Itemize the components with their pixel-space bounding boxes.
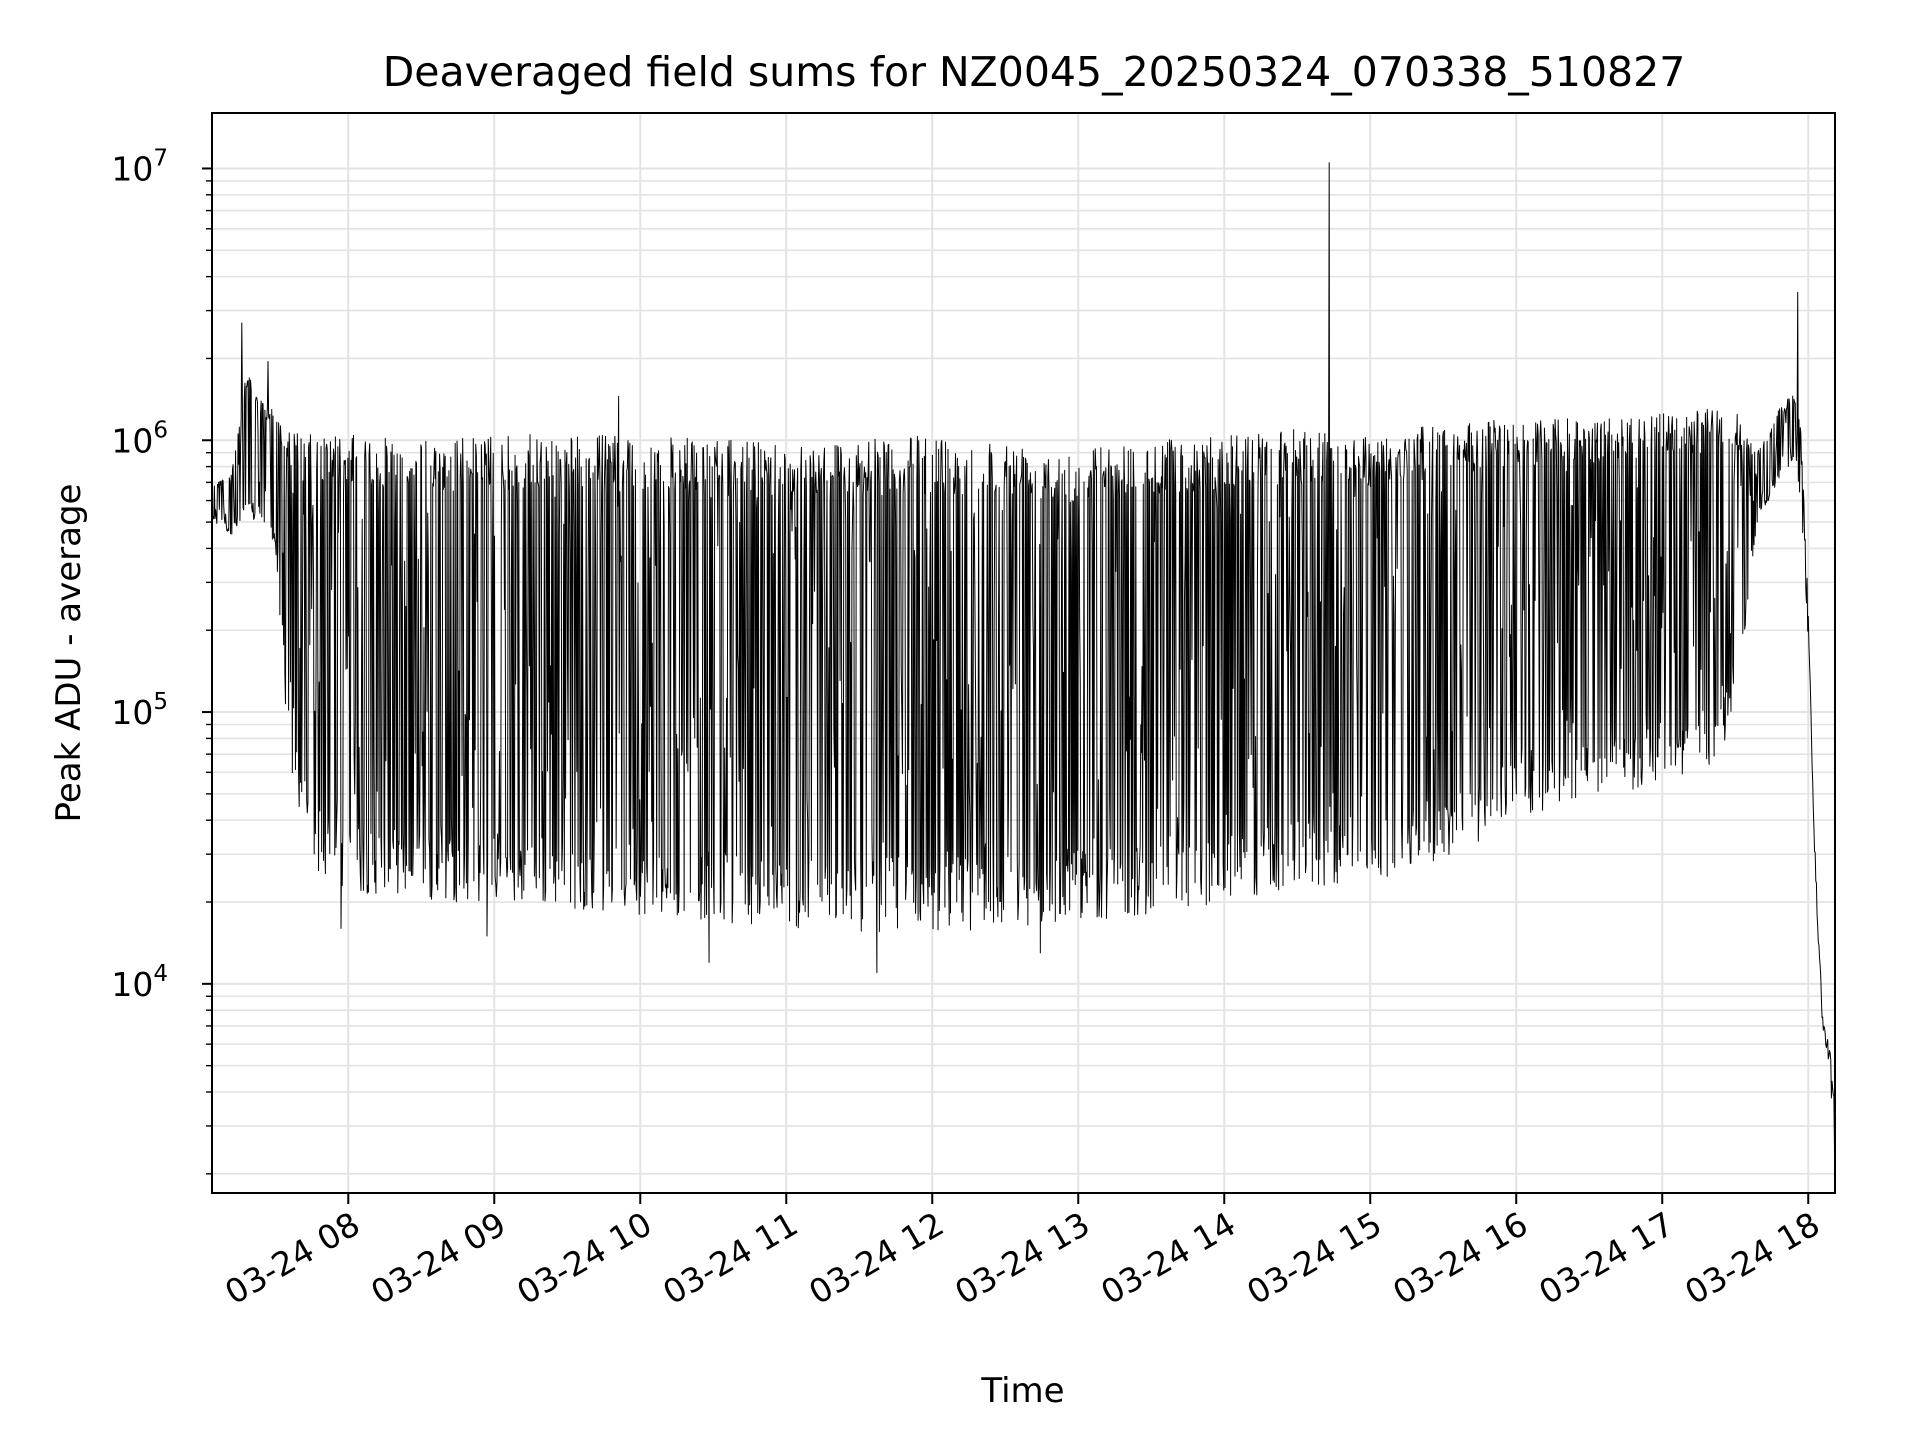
x-axis-label: Time xyxy=(980,1371,1064,1411)
plot-frame xyxy=(211,112,1836,1194)
y-axis-label: Peak ADU - average xyxy=(49,484,89,823)
y-axis: 104 105 106 107 xyxy=(111,145,212,1175)
y-tick-label: 106 xyxy=(111,417,168,460)
y-tick-label: 107 xyxy=(111,145,168,188)
y-tick-label: 104 xyxy=(111,961,168,1004)
y-tick-label: 105 xyxy=(111,689,168,732)
chart-title: Deaveraged field sums for NZ0045_2025032… xyxy=(383,48,1686,96)
plot-area xyxy=(211,162,1836,1153)
series-line xyxy=(211,162,1836,1153)
